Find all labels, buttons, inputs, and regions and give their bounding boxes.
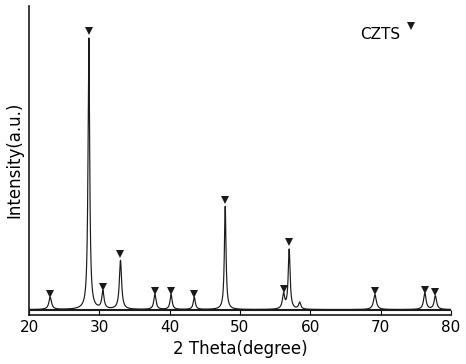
X-axis label: 2 Theta(degree): 2 Theta(degree) xyxy=(172,340,307,359)
Text: CZTS: CZTS xyxy=(360,27,400,42)
Y-axis label: Intensity(a.u.): Intensity(a.u.) xyxy=(6,102,24,218)
